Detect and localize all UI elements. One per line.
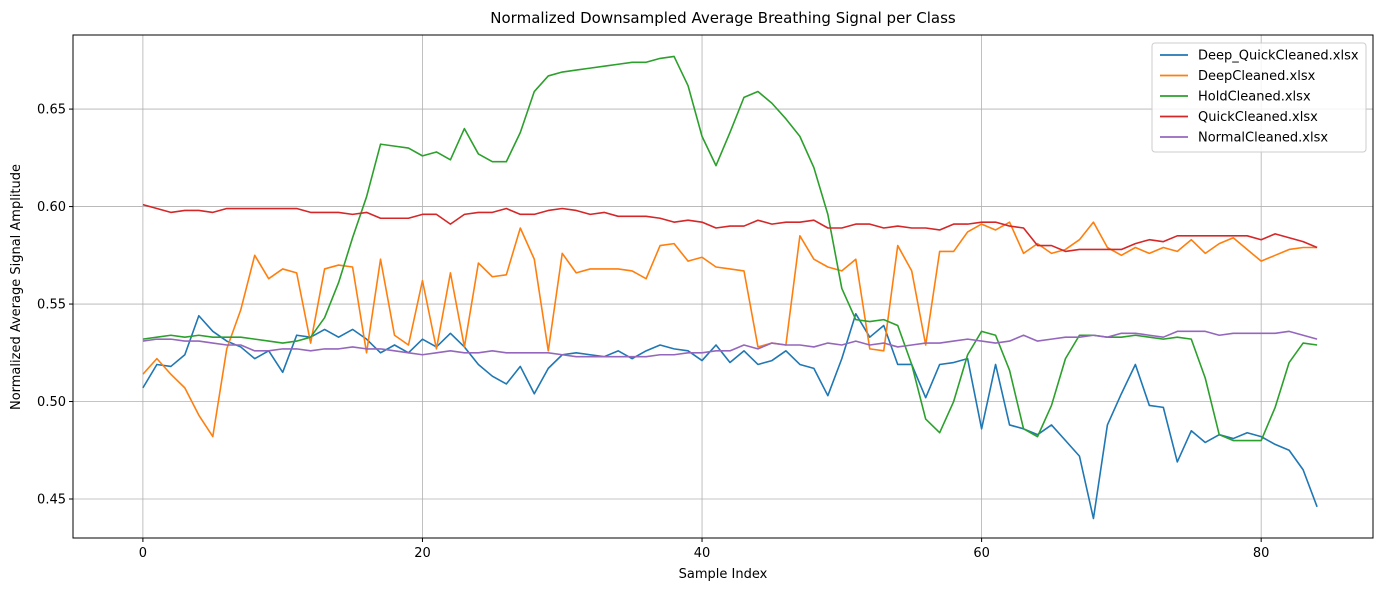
plot-frame: [72, 34, 1374, 539]
y-tick-label: 0.55: [37, 298, 66, 313]
legend-label: NormalCleaned.xlsx: [1198, 131, 1328, 146]
y-tick-label: 0.50: [37, 395, 66, 410]
legend-box: [1151, 42, 1367, 153]
series-line-3: [142, 203, 1318, 253]
legend-label: DeepCleaned.xlsx: [1198, 69, 1316, 84]
series-line-1: [142, 221, 1318, 438]
x-axis-title: Sample Index: [679, 567, 768, 582]
x-tick-label: 60: [973, 546, 990, 561]
x-tick-label: 40: [694, 546, 711, 561]
x-tick-label: 0: [139, 546, 147, 561]
x-tick-label: 80: [1253, 546, 1270, 561]
series-line-4: [142, 330, 1318, 358]
legend-label: QuickCleaned.xlsx: [1198, 110, 1318, 125]
y-axis-title: Normalized Average Signal Amplitude: [9, 164, 24, 410]
series-line-2: [142, 55, 1318, 442]
y-tick-label: 0.45: [37, 493, 66, 508]
x-tick-label: 20: [414, 546, 431, 561]
series-line-0: [142, 312, 1318, 520]
legend-label: HoldCleaned.xlsx: [1198, 90, 1311, 105]
y-tick-label: 0.65: [37, 103, 66, 118]
y-tick-label: 0.60: [37, 200, 66, 215]
series-lines: [142, 55, 1318, 520]
axis-ticks: 0 20 40 60 80 0.45 0.50 0.55 0.60 0.65: [37, 103, 1269, 561]
legend-label: Deep_QuickCleaned.xlsx: [1198, 49, 1359, 64]
legend: Deep_QuickCleaned.xlsx DeepCleaned.xlsx Ho…: [1151, 42, 1367, 153]
chart-title: Normalized Downsampled Average Breathing…: [490, 9, 956, 27]
